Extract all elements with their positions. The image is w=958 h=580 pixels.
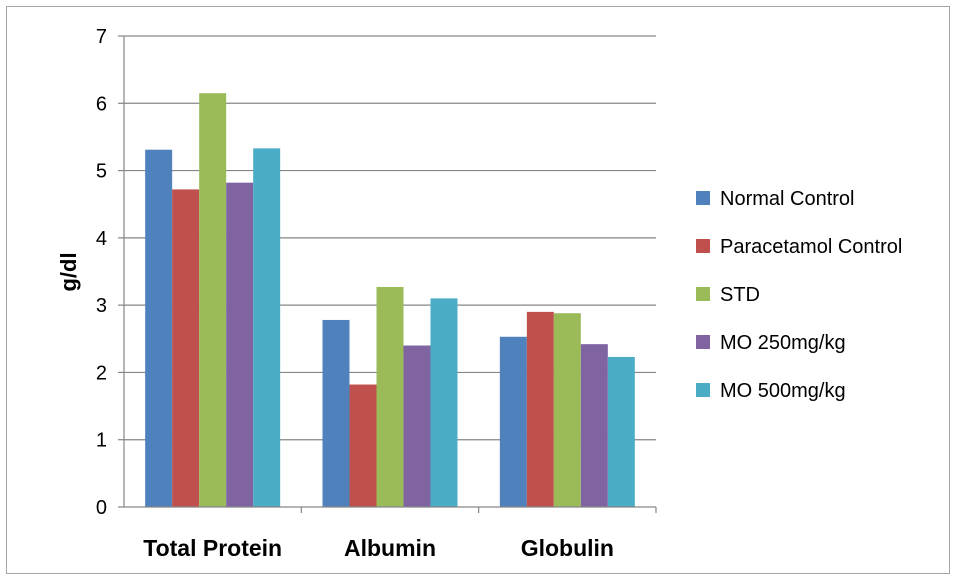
legend-entry: STD bbox=[720, 284, 760, 306]
bar bbox=[376, 286, 404, 507]
legend-entry: MO 250mg/kg bbox=[720, 332, 846, 354]
bar bbox=[403, 345, 431, 507]
y-tick-label: 0 bbox=[96, 497, 107, 519]
bar bbox=[607, 356, 635, 507]
x-category-label: Total Protein bbox=[143, 535, 282, 561]
bar bbox=[526, 311, 554, 507]
y-axis-title: g/dl bbox=[56, 252, 81, 291]
bar bbox=[430, 298, 458, 507]
bar bbox=[499, 336, 527, 507]
legend-swatch bbox=[696, 239, 710, 253]
legend-swatch bbox=[696, 383, 710, 397]
legend-swatch bbox=[696, 287, 710, 301]
bar bbox=[580, 344, 608, 507]
bar bbox=[199, 93, 227, 507]
y-tick-label: 6 bbox=[96, 93, 107, 115]
axes: 0 1 2 3 4 5 6 7 Total Protein Albumin Globulin bbox=[96, 26, 657, 561]
bar bbox=[172, 189, 200, 507]
legend-entry: Paracetamol Control bbox=[720, 236, 902, 258]
bar bbox=[322, 319, 350, 507]
x-category-label: Globulin bbox=[521, 535, 614, 561]
y-tick-label: 3 bbox=[96, 295, 107, 317]
y-tick-label: 1 bbox=[96, 430, 107, 452]
legend: Normal Control Paracetamol Control STD MO 2… bbox=[696, 188, 902, 402]
bar bbox=[553, 313, 581, 507]
y-tick-label: 2 bbox=[96, 362, 107, 384]
bars bbox=[145, 93, 635, 508]
y-tick-label: 7 bbox=[96, 26, 107, 48]
legend-swatch bbox=[696, 191, 710, 205]
bar bbox=[226, 182, 254, 507]
x-category-label: Albumin bbox=[344, 535, 436, 561]
bar bbox=[349, 384, 377, 507]
bar bbox=[145, 149, 173, 507]
bar bbox=[253, 148, 281, 508]
y-tick-label: 4 bbox=[96, 228, 107, 250]
legend-swatch bbox=[696, 335, 710, 349]
legend-entry: MO 500mg/kg bbox=[720, 380, 846, 402]
legend-entry: Normal Control bbox=[720, 188, 854, 210]
y-tick-label: 5 bbox=[96, 161, 107, 183]
